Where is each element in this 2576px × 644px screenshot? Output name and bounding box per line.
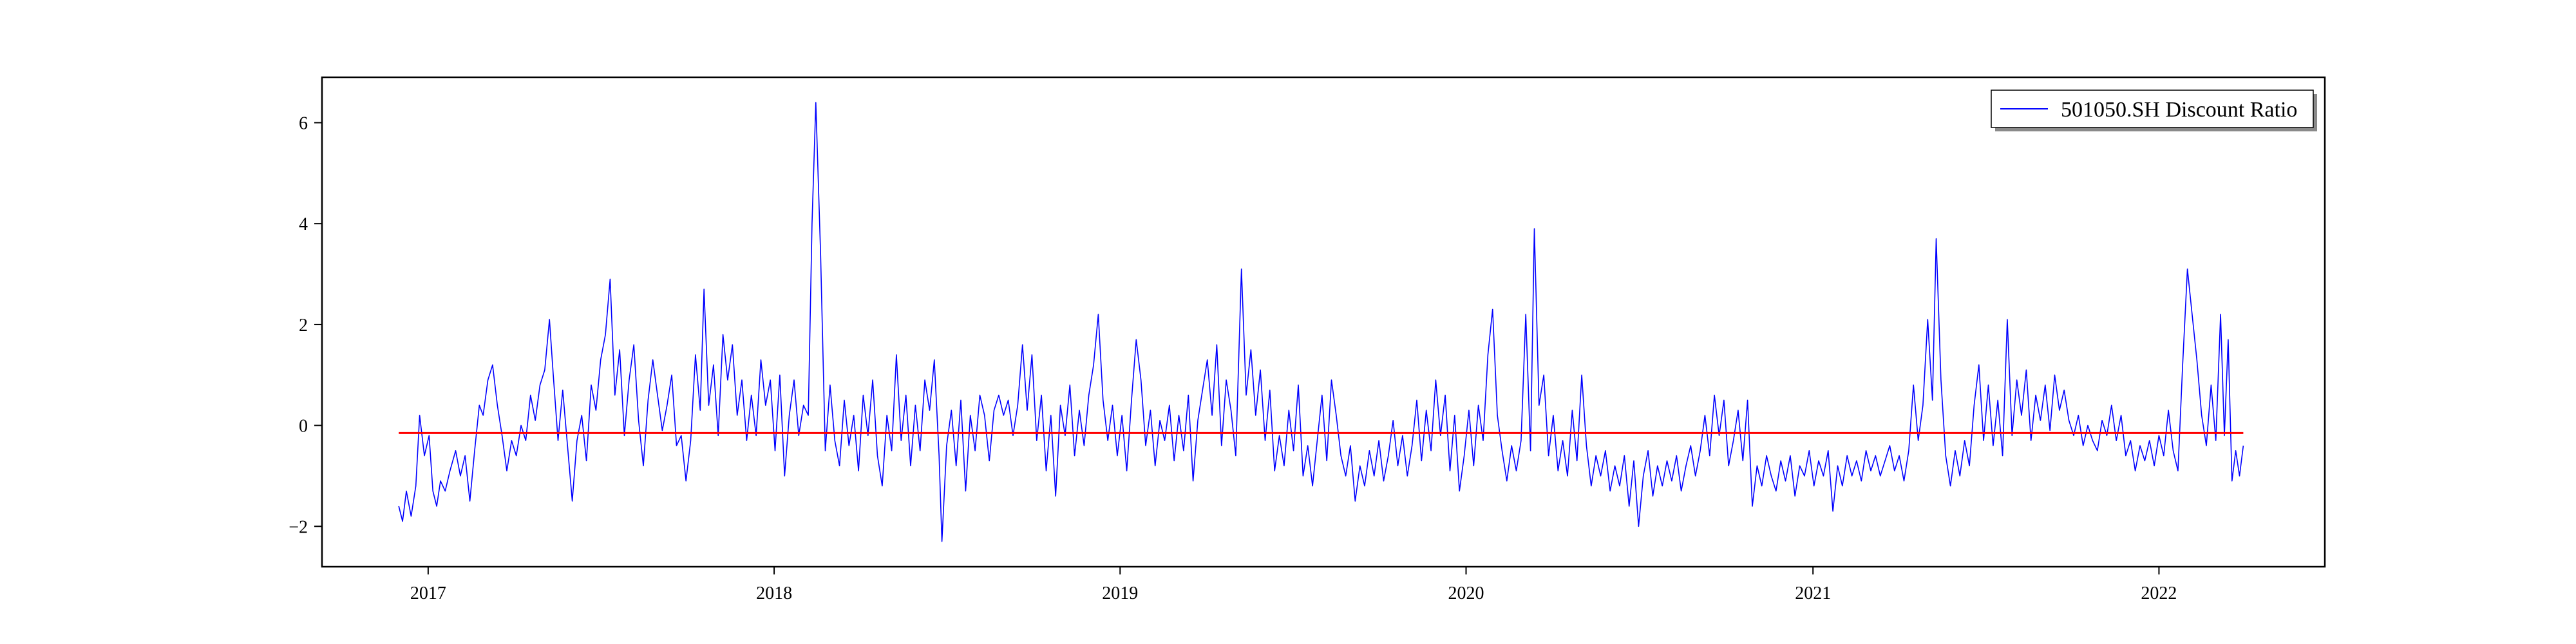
axes-frame [321, 76, 2326, 568]
x-tick-label-2017: 2017 [410, 583, 446, 603]
x-tick-label-2019: 2019 [1102, 583, 1138, 603]
legend-label-discount-ratio: 501050.SH Discount Ratio [2061, 98, 2297, 122]
y-tick-label-0: 0 [299, 417, 308, 437]
x-tick-label-2020: 2020 [1448, 583, 1484, 603]
y-tick-label-6: 6 [299, 114, 308, 134]
y-tick-label--2: −2 [289, 517, 308, 537]
y-axis: −2 0 2 4 6 [289, 114, 322, 537]
x-tick-label-2018: 2018 [756, 583, 792, 603]
series-line-0 [398, 102, 2244, 542]
y-tick-label-2: 2 [299, 316, 308, 336]
x-tick-label-2022: 2022 [2141, 583, 2177, 603]
legend: 501050.SH Discount Ratio [1991, 90, 2317, 131]
y-tick-label-4: 4 [299, 214, 308, 234]
x-tick-label-2021: 2021 [1795, 583, 1831, 603]
series-layer [398, 102, 2244, 542]
x-axis: 2017 2018 2019 2020 2021 2022 [410, 567, 2177, 603]
